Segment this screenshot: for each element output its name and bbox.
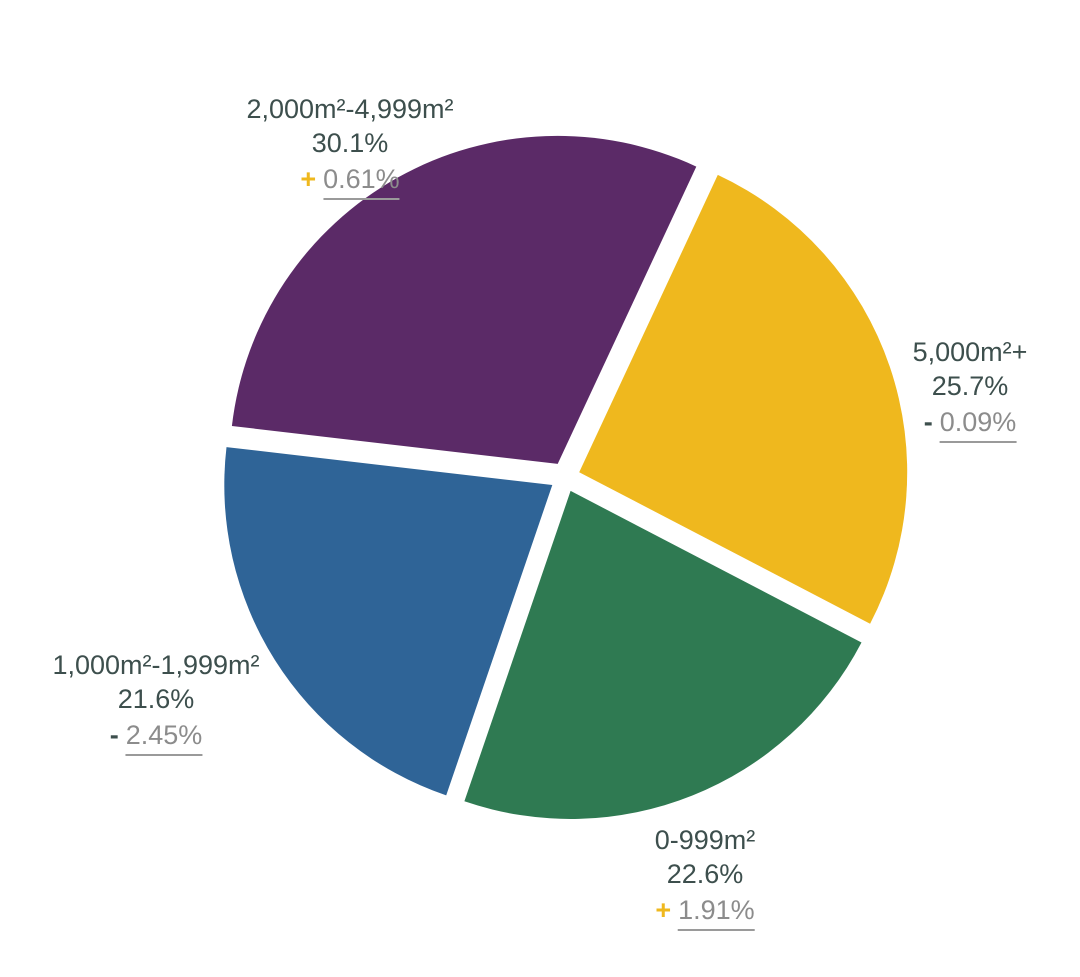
slice-share-value: 22.6% xyxy=(666,859,744,889)
slice-share-value: 30.1% xyxy=(311,128,389,158)
slice-change: -0.09% xyxy=(913,405,1028,443)
pie-slice-0-999m- xyxy=(464,490,862,819)
change-value: 0.61% xyxy=(323,162,400,200)
slice-category: 5,000m²+ xyxy=(912,337,1028,367)
slice-change: -2.45% xyxy=(52,718,259,756)
slice-category: 1,000m²-1,999m² xyxy=(52,650,260,680)
change-value: 0.09% xyxy=(939,405,1017,443)
change-value: 1.91% xyxy=(678,893,755,931)
change-sign-icon: - xyxy=(923,407,933,437)
slice-category: 2,000m²-4,999m² xyxy=(246,94,454,124)
slice-category: 0-999m² xyxy=(654,825,756,855)
slice-label-0-999: 0-999m² 22.6% +1.91% xyxy=(654,823,756,931)
slice-share-value: 21.6% xyxy=(117,684,195,714)
pie-slice-2-000m-4-999m- xyxy=(231,135,697,464)
change-sign-icon: + xyxy=(655,895,672,925)
slice-label-2000-4999: 2,000m²-4,999m² 30.1% +0.61% xyxy=(246,92,454,200)
slice-label-1000-1999: 1,000m²-1,999m² 21.6% -2.45% xyxy=(52,648,260,756)
slice-share-value: 25.7% xyxy=(931,371,1009,401)
pie-slice-1-000m-1-999m- xyxy=(224,447,553,796)
change-sign-icon: + xyxy=(300,164,317,194)
pie-slice-5-000m-+ xyxy=(579,174,908,624)
change-sign-icon: - xyxy=(109,720,119,750)
slice-label-5000-plus: 5,000m²+ 25.7% -0.09% xyxy=(912,335,1028,443)
slice-change: +0.61% xyxy=(246,162,453,200)
slice-change: +1.91% xyxy=(655,893,756,931)
change-value: 2.45% xyxy=(125,718,203,756)
